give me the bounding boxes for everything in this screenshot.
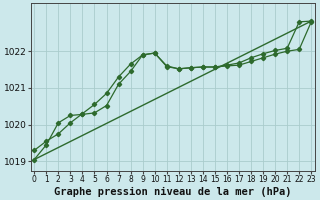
X-axis label: Graphe pression niveau de la mer (hPa): Graphe pression niveau de la mer (hPa): [54, 186, 292, 197]
